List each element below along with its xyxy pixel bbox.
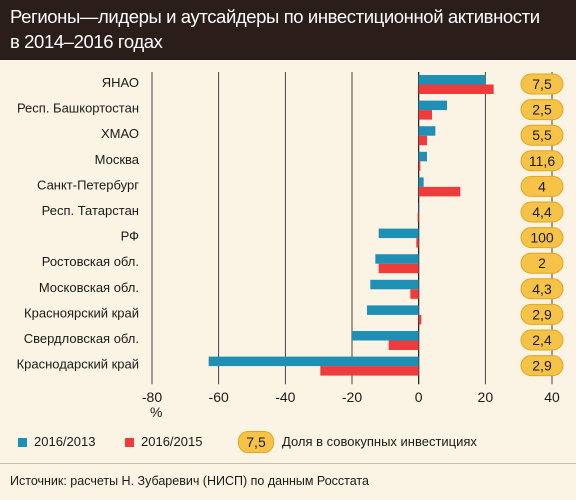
share-pill-label: 2,4 [532, 332, 552, 348]
share-pill [520, 73, 564, 95]
category-label: Красноярский край [24, 305, 139, 320]
legend-swatch-series2 [125, 438, 134, 447]
share-pill-label: 11,6 [529, 153, 555, 169]
bar-series2 [418, 84, 494, 94]
x-unit-label: % [150, 404, 162, 420]
bar-series1 [418, 100, 447, 111]
x-tick-label: -60 [209, 389, 229, 405]
bar-series1 [418, 126, 436, 136]
share-pill [520, 252, 564, 274]
category-label: ХМАО [101, 126, 139, 141]
bar-series2 [388, 340, 419, 350]
x-tick-label: -20 [342, 389, 362, 405]
category-label: ЯНАО [102, 75, 139, 90]
share-pill [520, 99, 564, 121]
share-pill [520, 303, 564, 325]
category-label: Санкт-Петербург [37, 177, 139, 192]
bar-series1 [352, 331, 419, 341]
bar-series1 [378, 228, 419, 239]
share-pill [520, 355, 564, 377]
category-label: Свердловская обл. [24, 331, 139, 346]
share-pill [520, 329, 564, 351]
legend-label-series1: 2016/2013 [34, 434, 96, 449]
share-pill [520, 201, 564, 223]
share-pill [520, 124, 564, 146]
category-label: Респ. Башкортостан [17, 101, 139, 116]
share-pill-label: 4 [538, 178, 546, 194]
category-label: Москва [95, 152, 140, 167]
share-pill-label: 4,3 [532, 281, 552, 297]
category-label: Краснодарский край [17, 357, 139, 372]
chart-header: Регионы—лидеры и аутсайдеры по инвестици… [0, 0, 576, 60]
share-pill-label: 2 [538, 255, 546, 271]
bar-series1 [375, 254, 419, 264]
x-tick-label: 0 [415, 389, 423, 405]
legend: 2016/2013 2016/2015 7,5 Доля в совокупны… [0, 431, 576, 455]
share-pill [520, 227, 564, 249]
bar-series2 [418, 186, 461, 197]
legend-share-label: Доля в совокупных инвестициях [282, 434, 477, 449]
bar-series2 [416, 238, 419, 248]
bar-series1 [418, 151, 427, 162]
x-tick-label: -80 [142, 389, 162, 405]
bar-series1 [367, 305, 419, 315]
category-label: Московская обл. [39, 280, 139, 295]
bar-series1 [208, 356, 419, 367]
share-pill [520, 278, 564, 300]
bar-series1 [418, 75, 486, 85]
bar-series1 [418, 177, 424, 187]
bar-series2 [418, 110, 432, 120]
x-tick-label: -40 [275, 389, 295, 405]
bar-series2 [418, 161, 421, 171]
bar-series2 [410, 289, 419, 299]
legend-label-series2: 2016/2015 [141, 434, 203, 449]
x-tick-label: 40 [544, 389, 560, 405]
share-pill-label: 2,9 [532, 358, 552, 374]
share-pill [520, 150, 564, 172]
share-pill-label: 2,9 [532, 306, 552, 322]
bar-chart: -80 -60 -40 -20 0 20 40% ЯНАО 7,5 Респ. Башкортос… [17, 72, 564, 420]
share-pill-label: 4,4 [532, 204, 552, 220]
bar-series1 [418, 203, 420, 213]
title-line-1: Регионы—лидеры и аутсайдеры по инвестици… [10, 6, 540, 27]
legend-swatch-series1 [18, 438, 27, 447]
bar-series2 [320, 366, 419, 376]
bar-series2 [417, 212, 419, 222]
share-pill-label: 100 [530, 230, 554, 246]
x-tick-label: 20 [478, 389, 494, 405]
bar-series2 [378, 263, 419, 274]
category-label: Респ. Татарстан [42, 203, 139, 218]
legend-share-pill: 7,5 [238, 431, 274, 453]
divider [0, 463, 576, 464]
share-pill-label: 2,5 [532, 102, 552, 118]
share-pill [520, 175, 564, 197]
bar-series2 [418, 314, 422, 325]
share-pill-label: 5,5 [532, 127, 552, 143]
bar-series2 [418, 135, 427, 146]
category-label: Ростовская обл. [42, 254, 139, 269]
title-line-2: в 2014–2016 годах [10, 31, 163, 52]
share-pill-label: 7,5 [532, 76, 552, 92]
bar-series1 [370, 279, 419, 290]
source-note: Источник: расчеты Н. Зубаревич (НИСП) по… [10, 474, 369, 488]
category-label: РФ [121, 229, 140, 244]
